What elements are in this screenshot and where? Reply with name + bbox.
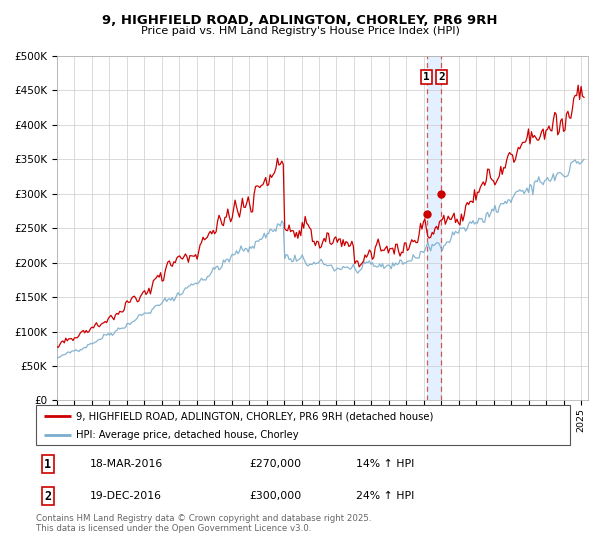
Text: 2: 2 [438,72,445,82]
Text: 14% ↑ HPI: 14% ↑ HPI [356,459,415,469]
Text: 9, HIGHFIELD ROAD, ADLINGTON, CHORLEY, PR6 9RH (detached house): 9, HIGHFIELD ROAD, ADLINGTON, CHORLEY, P… [76,411,433,421]
Text: 1: 1 [44,458,52,471]
Text: 19-DEC-2016: 19-DEC-2016 [89,491,161,501]
Text: 24% ↑ HPI: 24% ↑ HPI [356,491,415,501]
Text: Price paid vs. HM Land Registry's House Price Index (HPI): Price paid vs. HM Land Registry's House … [140,26,460,36]
Text: £300,000: £300,000 [250,491,302,501]
Text: 18-MAR-2016: 18-MAR-2016 [89,459,163,469]
Text: 1: 1 [423,72,430,82]
FancyBboxPatch shape [36,405,570,445]
Text: 9, HIGHFIELD ROAD, ADLINGTON, CHORLEY, PR6 9RH: 9, HIGHFIELD ROAD, ADLINGTON, CHORLEY, P… [102,14,498,27]
Text: £270,000: £270,000 [250,459,302,469]
Text: HPI: Average price, detached house, Chorley: HPI: Average price, detached house, Chor… [76,430,299,440]
Bar [427,56,441,400]
Text: 2: 2 [44,489,52,502]
Text: Contains HM Land Registry data © Crown copyright and database right 2025.
This d: Contains HM Land Registry data © Crown c… [36,514,371,533]
